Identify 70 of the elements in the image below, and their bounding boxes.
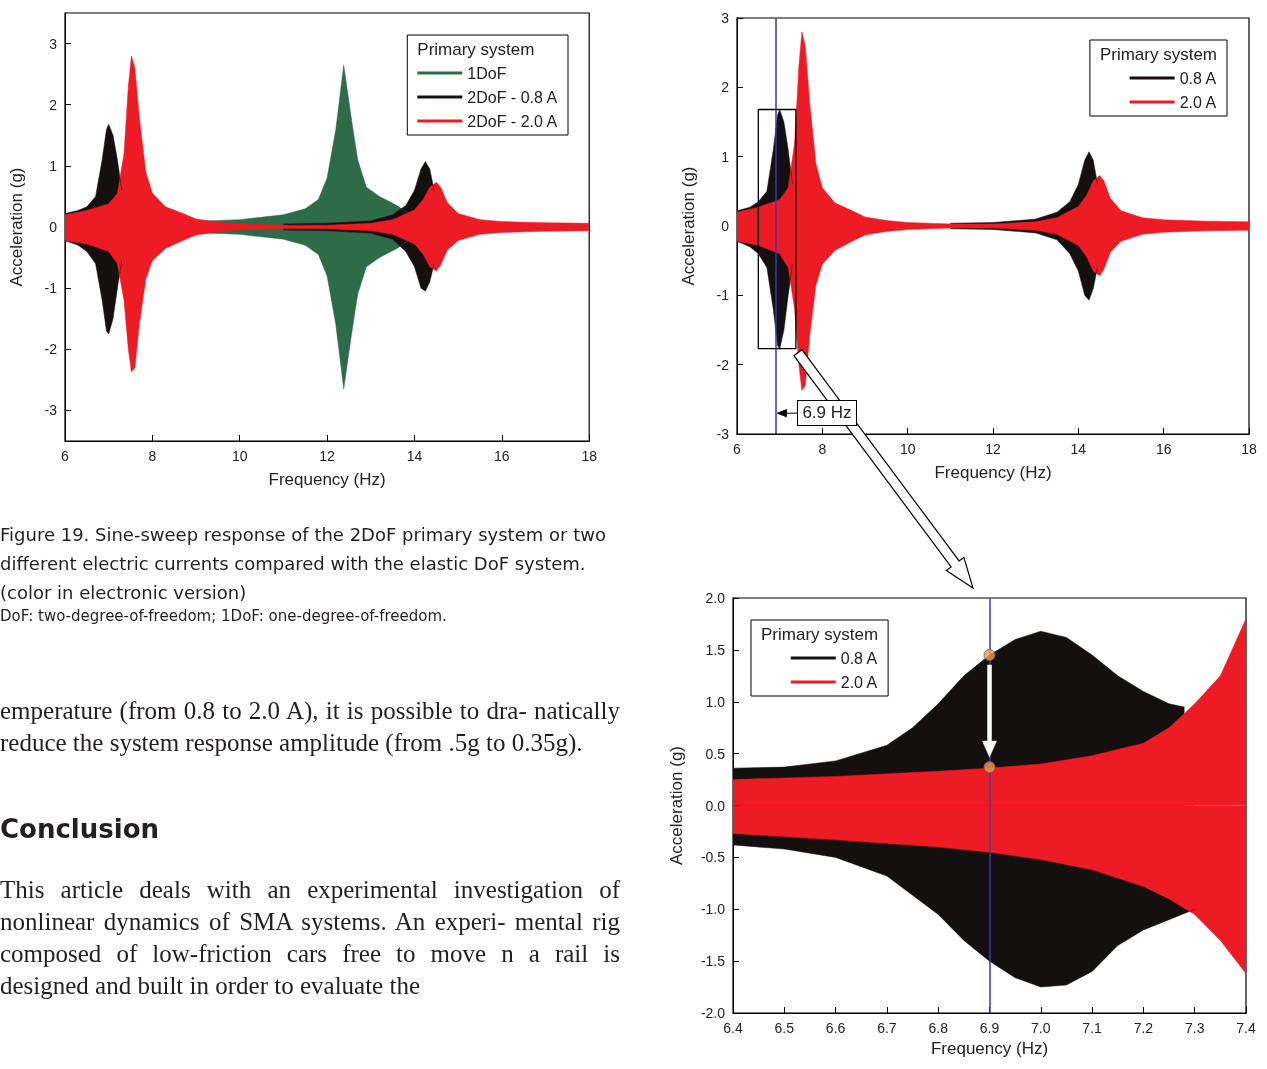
y-tick-label: 0.0 xyxy=(705,797,726,814)
legend-title: Primary system xyxy=(1099,45,1218,64)
y-tick-label: 1 xyxy=(49,157,58,174)
y-tick-label: -2.0 xyxy=(700,1005,726,1021)
x-tick-label: 6.6 xyxy=(825,1020,846,1036)
x-tick-label: 8 xyxy=(818,441,827,457)
x-tick-label: 8 xyxy=(148,448,157,464)
x-tick-label: 14 xyxy=(1070,441,1087,457)
x-axis-title: Frequency (Hz) xyxy=(268,470,386,489)
ref-line-label: 6.9 Hz xyxy=(797,400,857,427)
x-tick-label: 7.3 xyxy=(1184,1020,1205,1036)
y-tick-label: -1 xyxy=(44,280,58,297)
x-tick-label: 6.4 xyxy=(723,1020,743,1036)
y-axis-title: Acceleration (g) xyxy=(7,167,26,287)
y-tick-label: 0 xyxy=(721,218,730,234)
legend-label: 2DoF - 0.8 A xyxy=(467,88,558,106)
legend-title: Primary system xyxy=(761,625,879,644)
y-tick-label: -3 xyxy=(716,426,730,442)
legend-label: 2.0 A xyxy=(840,673,878,691)
y-tick-label: -3 xyxy=(44,402,58,419)
legend-label: 0.8 A xyxy=(840,649,878,667)
text: DoF: two-degree-of-freedom; 1DoF: one-degree-of-freedom. xyxy=(0,607,448,625)
x-tick-label: 7.1 xyxy=(1082,1020,1103,1036)
x-tick-label: 10 xyxy=(899,441,916,457)
x-tick-label: 7.0 xyxy=(1031,1020,1051,1036)
caption: Figure 19. Sine-sweep response of the 2DoF primary system or two different electric currents compared with the elastic DoF system. (color in electronic version) xyxy=(0,523,607,605)
y-tick-label: -2 xyxy=(716,356,730,373)
text: This article deals with an experimental investigation of nonlinear dynamics of SMA systems. An experi- mental rig composed of low-friction cars free to move n a rail is designed and built in order to evaluate the xyxy=(0,875,620,1001)
x-tick-label: 16 xyxy=(1155,441,1172,457)
y-tick-label: -1.0 xyxy=(700,901,726,918)
y-tick-label: 2.0 xyxy=(705,590,726,606)
x-tick-label: 6.9 xyxy=(979,1020,1000,1036)
x-tick-label: 16 xyxy=(494,448,510,464)
x-tick-label: 7.4 xyxy=(1236,1020,1256,1036)
y-tick-label: 1.0 xyxy=(705,693,726,710)
text: Conclusion xyxy=(0,814,161,844)
x-tick-label: 6 xyxy=(61,448,70,464)
y-tick-label: -1 xyxy=(716,287,730,304)
text: emperature (from 0.8 to 2.0 A), it is possible to dra- natically reduce the system response amplitude (from .5g to 0.35g). xyxy=(0,696,620,759)
y-tick-label: 0.5 xyxy=(705,745,726,762)
y-tick-label: -2 xyxy=(44,341,58,358)
x-tick-label: 6 xyxy=(733,441,742,457)
x-tick-label: 18 xyxy=(581,448,598,464)
legend-label: 1DoF xyxy=(467,64,507,82)
y-tick-label: 0 xyxy=(49,219,58,235)
x-tick-label: 12 xyxy=(985,441,1001,457)
y-tick-label: 2 xyxy=(49,96,58,113)
x-tick-label: 6.5 xyxy=(774,1020,795,1036)
legend-label: 2DoF - 2.0 A xyxy=(467,112,558,130)
x-tick-label: 18 xyxy=(1241,441,1257,457)
x-tick-label: 10 xyxy=(231,448,248,464)
x-tick-label: 14 xyxy=(406,448,423,464)
y-tick-label: 1 xyxy=(721,148,730,165)
x-axis-title: Frequency (Hz) xyxy=(930,1038,1049,1058)
x-axis-title: Frequency (Hz) xyxy=(934,463,1052,482)
y-tick-label: 2 xyxy=(721,79,730,96)
y-axis-title: Acceleration (g) xyxy=(667,745,686,866)
y-axis-title: Acceleration (g) xyxy=(679,166,698,286)
y-tick-label: 1.5 xyxy=(705,641,726,658)
y-tick-label: -1.5 xyxy=(700,953,726,970)
legend-title: Primary system xyxy=(417,40,535,59)
y-tick-label: 3 xyxy=(49,35,58,52)
y-tick-label: 3 xyxy=(721,10,730,26)
legend-label: 0.8 A xyxy=(1179,69,1217,87)
x-tick-label: 7.2 xyxy=(1133,1020,1154,1036)
x-tick-label: 6.7 xyxy=(877,1020,897,1036)
x-tick-label: 12 xyxy=(319,448,336,464)
y-tick-label: -0.5 xyxy=(700,849,726,866)
legend-label: 2.0 A xyxy=(1179,93,1217,111)
x-tick-label: 6.8 xyxy=(928,1020,949,1036)
